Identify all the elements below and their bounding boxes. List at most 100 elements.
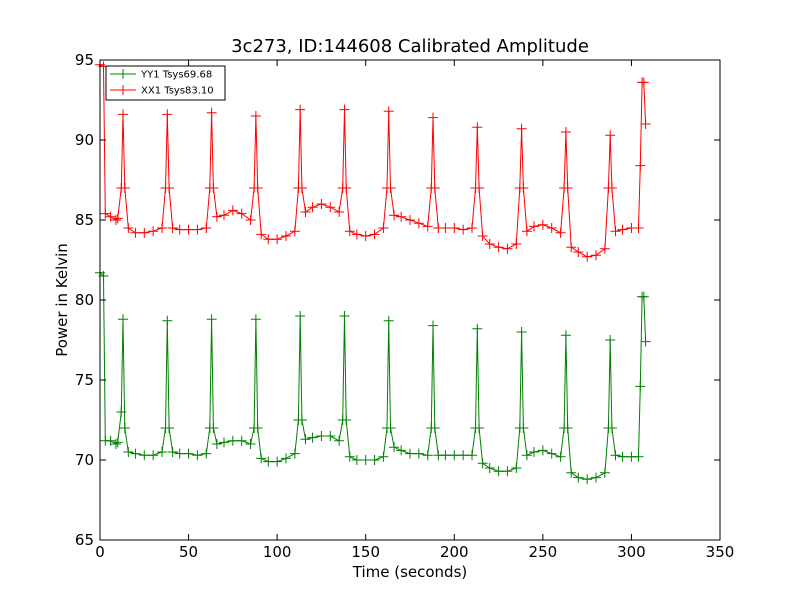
- data-point: [272, 456, 283, 467]
- data-point: [167, 447, 178, 457]
- data-point: [157, 223, 167, 233]
- data-point: [640, 119, 651, 129]
- data-point: [316, 431, 327, 441]
- data-point: [369, 455, 380, 465]
- data-point: [467, 223, 477, 233]
- legend-box: [105, 65, 226, 101]
- data-point: [245, 215, 256, 225]
- y-tick-label: 70: [75, 451, 94, 469]
- data-point: [555, 451, 566, 462]
- data-point: [429, 423, 440, 433]
- data-point: [139, 227, 150, 238]
- data-point: [252, 183, 263, 193]
- data-point: [208, 423, 219, 433]
- data-point: [123, 223, 134, 233]
- data-point: [130, 227, 141, 238]
- data-point: [484, 239, 495, 249]
- data-point: [385, 423, 396, 433]
- data-point: [617, 224, 628, 235]
- data-point: [360, 455, 371, 465]
- plot-area: [95, 59, 651, 485]
- data-point: [477, 458, 488, 469]
- data-point: [369, 229, 380, 240]
- data-point: [562, 423, 573, 433]
- axes-frame: [99, 59, 721, 541]
- data-point: [208, 183, 219, 193]
- data-point: [162, 109, 173, 120]
- data-point: [591, 472, 601, 483]
- data-point: [566, 242, 577, 253]
- data-point: [396, 211, 407, 222]
- data-point: [295, 104, 306, 115]
- data-point: [521, 226, 532, 237]
- x-axis-label: Time (seconds): [352, 563, 468, 581]
- data-point: [263, 456, 274, 467]
- data-point: [139, 450, 150, 461]
- data-point: [118, 314, 129, 325]
- y-tick-label: 65: [75, 531, 94, 549]
- data-point: [105, 435, 116, 446]
- data-point: [566, 467, 577, 478]
- y-tick-label: 80: [75, 291, 94, 309]
- data-point: [582, 251, 593, 262]
- data-point: [429, 183, 440, 193]
- data-point: [300, 434, 311, 445]
- data-point: [396, 445, 407, 456]
- data-point: [339, 311, 350, 321]
- data-point: [610, 226, 621, 237]
- data-point: [112, 213, 123, 224]
- data-point: [219, 437, 229, 448]
- data-point: [511, 239, 522, 249]
- data-point: [236, 208, 247, 219]
- data-point: [502, 466, 513, 477]
- data-point: [389, 210, 400, 221]
- data-point: [449, 223, 460, 233]
- data-point: [635, 381, 646, 392]
- series-xx1: [95, 59, 651, 262]
- data-point: [162, 315, 173, 326]
- x-tick-label: 200: [440, 543, 469, 561]
- data-point: [440, 223, 451, 233]
- data-point: [428, 320, 439, 331]
- data-point: [351, 455, 362, 465]
- data-point: [289, 226, 300, 237]
- data-point: [458, 224, 469, 235]
- data-point: [529, 221, 539, 232]
- data-point: [206, 107, 217, 118]
- data-point: [341, 183, 352, 193]
- data-point: [316, 199, 327, 209]
- data-point: [484, 463, 495, 473]
- data-point: [281, 453, 291, 464]
- data-point: [449, 450, 460, 461]
- data-point: [344, 226, 355, 237]
- data-point: [295, 311, 306, 321]
- y-axis-label: Power in Kelvin: [53, 243, 71, 357]
- data-point: [537, 445, 548, 456]
- data-point: [477, 231, 488, 241]
- data-point: [537, 219, 548, 230]
- data-point: [263, 234, 274, 245]
- data-point: [157, 447, 167, 457]
- data-point: [413, 218, 424, 229]
- data-point: [493, 466, 504, 477]
- data-point: [518, 183, 529, 193]
- data-point: [148, 226, 159, 237]
- data-point: [560, 127, 571, 137]
- data-point: [245, 439, 256, 449]
- data-point: [252, 423, 263, 433]
- data-point: [167, 223, 178, 233]
- data-point: [555, 227, 566, 238]
- data-point: [300, 207, 311, 217]
- data-point: [617, 451, 628, 462]
- x-tick-label: 250: [529, 543, 558, 561]
- data-point: [378, 223, 389, 233]
- chart-title: 3c273, ID:144608 Calibrated Amplitude: [231, 36, 589, 57]
- legend-label-yy1: YY1 Tsys69.68: [140, 70, 212, 81]
- data-point: [582, 474, 593, 485]
- data-point: [119, 183, 130, 193]
- data-point: [219, 210, 229, 221]
- x-tick-label: 350: [706, 543, 735, 561]
- data-point: [164, 423, 175, 433]
- data-point: [307, 202, 318, 213]
- data-point: [256, 229, 267, 240]
